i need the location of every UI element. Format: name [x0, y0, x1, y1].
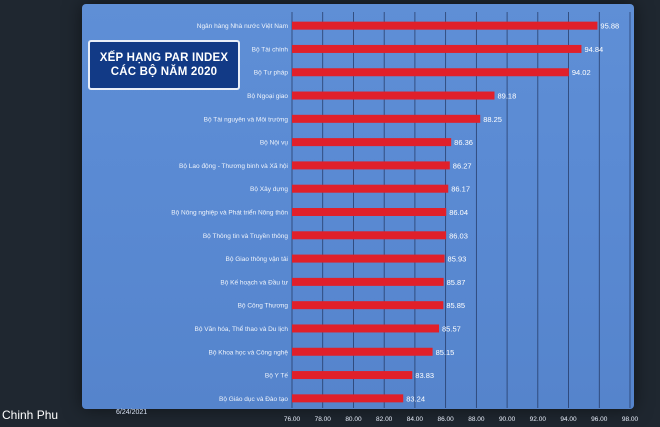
category-label: Bộ Nông nghiệp và Phát triển Nông thôn — [171, 209, 288, 217]
x-tick-label: 88.00 — [468, 416, 485, 423]
category-label: Bộ Ngoại giao — [247, 93, 288, 100]
bar — [292, 161, 450, 170]
x-tick-label: 96.00 — [591, 416, 608, 423]
bar — [292, 114, 481, 123]
category-label: Bộ Xây dựng — [250, 186, 288, 193]
bar — [292, 347, 433, 356]
x-tick-label: 94.00 — [560, 416, 577, 423]
data-label: 85.57 — [442, 324, 461, 333]
footer-date: 6/24/2021 — [116, 409, 148, 416]
data-label: 95.88 — [600, 22, 619, 31]
bar — [292, 324, 440, 333]
bar — [292, 277, 444, 286]
data-label: 86.03 — [449, 231, 468, 240]
bar — [292, 68, 569, 77]
bar — [292, 184, 449, 193]
data-label: 85.15 — [436, 348, 455, 357]
bar — [292, 91, 495, 100]
category-label: Bộ Văn hóa, Thể thao và Du lịch — [195, 325, 289, 333]
bar — [292, 44, 582, 53]
category-label: Bộ Tài chính — [252, 46, 289, 53]
category-label: Ngân hàng Nhà nước Việt Nam — [197, 23, 288, 30]
bar — [292, 208, 447, 216]
data-label: 88.25 — [483, 115, 502, 124]
x-tick-label: 78.00 — [315, 416, 332, 423]
data-label: 86.17 — [451, 185, 470, 194]
data-label: 89.18 — [497, 92, 516, 101]
bar — [292, 21, 598, 30]
category-label: Bộ Y Tế — [265, 371, 289, 380]
data-label: 85.85 — [446, 301, 465, 310]
x-tick-label: 92.00 — [530, 416, 547, 423]
chart-title-box: XẾP HẠNG PAR INDEX CÁC BỘ NĂM 2020 — [88, 40, 240, 90]
bar — [292, 231, 447, 240]
category-label: Bộ Khoa học và Công nghệ — [208, 349, 288, 356]
data-label: 83.83 — [415, 371, 434, 380]
x-tick-label: 90.00 — [499, 416, 516, 423]
data-label: 86.27 — [453, 161, 472, 170]
x-tick-label: 98.00 — [622, 416, 639, 423]
category-label: Bộ Kế hoạch và Đầu tư — [220, 277, 288, 286]
category-label: Bộ Nội vụ — [260, 140, 289, 147]
x-tick-label: 80.00 — [345, 416, 362, 423]
category-label: Bộ Thông tin và Truyền thông — [203, 231, 289, 240]
data-label: 86.36 — [454, 138, 473, 147]
x-tick-label: 86.00 — [437, 416, 454, 423]
x-tick-label: 84.00 — [407, 416, 424, 423]
chart-title-line-1: XẾP HẠNG PAR INDEX — [99, 52, 229, 64]
bar — [292, 301, 444, 310]
category-label: Bộ Tư pháp — [254, 70, 289, 77]
x-tick-label: 82.00 — [376, 416, 393, 423]
footer-watermark-text: Chinh Phu — [2, 408, 59, 422]
bar — [292, 394, 404, 403]
x-tick-label: 76.00 — [284, 416, 301, 423]
category-label: Bộ Giáo dục và Đào tạo — [219, 396, 288, 403]
category-label: Bộ Công Thương — [238, 303, 289, 310]
category-label: Bộ Lao động - Thương binh và Xã hội — [179, 163, 288, 170]
bar — [292, 254, 445, 263]
data-label: 94.84 — [584, 45, 603, 54]
data-label: 85.93 — [448, 255, 467, 264]
category-label: Bộ Giao thông vận tải — [225, 256, 288, 263]
data-label: 86.04 — [449, 208, 468, 217]
bar — [292, 371, 413, 380]
data-label: 85.87 — [447, 278, 466, 287]
bar — [292, 138, 452, 147]
chart-title-line-2: CÁC BỘ NĂM 2020 — [110, 66, 218, 78]
category-label: Bộ Tài nguyên và Môi trường — [204, 116, 289, 123]
data-label: 94.02 — [572, 68, 591, 77]
data-label: 83.24 — [406, 394, 425, 403]
